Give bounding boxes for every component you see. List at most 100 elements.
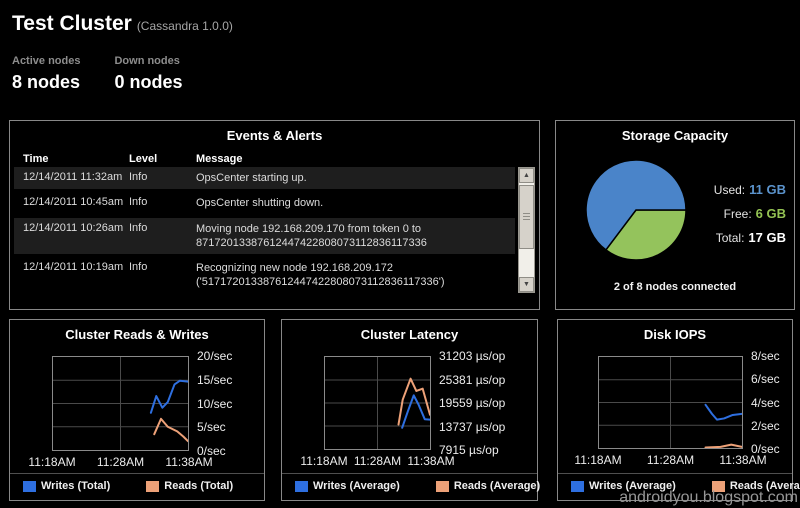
x-tick-label: 11:28AM: [96, 455, 145, 469]
x-tick-label: 11:28AM: [646, 453, 695, 467]
reads-total-series-line: [154, 419, 188, 441]
legend-swatch-icon: [146, 480, 160, 492]
legend-item: Reads (Average): [435, 480, 541, 492]
storage-info-value: 11 GB: [749, 182, 786, 197]
event-time: 12/14/2011 10:26am: [23, 221, 124, 234]
storage-pie-chart: [585, 159, 687, 261]
plot-area: [52, 356, 189, 451]
cluster-version: (Cassandra 1.0.0): [136, 19, 233, 33]
chart-legend: Writes (Average) Reads (Average): [571, 480, 800, 492]
x-tick-label: 11:38AM: [165, 455, 213, 469]
panel-title: Cluster Reads & Writes: [65, 327, 209, 342]
stat-label: Active nodes: [12, 55, 81, 67]
stat-active-nodes: Active nodes 8 nodes: [12, 55, 80, 93]
pie-slice-used: [585, 159, 687, 251]
event-message: OpsCenter starting up.: [196, 172, 307, 184]
y-tick-label: 4/sec: [751, 395, 780, 410]
x-tick-label: 11:38AM: [407, 454, 455, 468]
legend-swatch-icon: [295, 480, 308, 492]
writes-total-series-line: [151, 381, 188, 413]
legend-swatch-icon: [435, 480, 449, 492]
storage-info: Used: 11 GB Free: 6 GB Total: 17 GB: [714, 182, 786, 254]
legend-swatch-icon: [23, 480, 36, 492]
storage-capacity-panel: Storage Capacity Used: 11 GB Free: 6 GB Tota…: [555, 120, 795, 310]
stat-down-nodes: Down nodes 0 nodes: [114, 55, 182, 93]
reads-average-series-line: [399, 379, 431, 425]
storage-info-label: Free:: [723, 207, 752, 221]
x-tick-label: 11:18AM: [28, 455, 76, 469]
plot-area: [324, 356, 431, 450]
panel-title: Storage Capacity: [621, 128, 729, 143]
scroll-down-arrow-icon[interactable]: ▼: [519, 277, 534, 292]
y-tick-label: 7915 µs/op: [439, 443, 499, 457]
legend-item: Writes (Total): [23, 480, 110, 492]
event-message: Moving node 192.168.209.170 from token 0…: [196, 222, 427, 249]
scrollbar-thumb[interactable]: [519, 185, 534, 249]
event-row: 12/14/2011 10:19am Info Recognizing new no…: [14, 257, 515, 294]
column-header-message: Message: [196, 153, 243, 165]
x-tick-label: 11:28AM: [353, 454, 402, 468]
events-table-body: 12/14/2011 11:32am Info OpsCenter starting…: [14, 167, 515, 297]
x-tick-label: 11:18AM: [574, 453, 622, 467]
stat-value: 8 nodes: [12, 72, 81, 92]
legend-item: Writes (Average): [295, 480, 400, 492]
scrollbar-track[interactable]: [519, 183, 534, 277]
chart-legend: Writes (Total) Reads (Total): [23, 480, 260, 492]
stat-label: Down nodes: [114, 55, 180, 67]
pie-slice-free: [604, 209, 687, 261]
chart-legend: Writes (Average) Reads (Average): [295, 480, 540, 492]
disk-iops-panel: Disk IOPS 8/sec 6/sec 4/sec 2/sec 0/sec 11:18A…: [557, 319, 800, 501]
legend-label: Reads (Average): [453, 480, 541, 492]
legend-separator: [558, 473, 792, 474]
writes-average-series-line: [402, 395, 430, 427]
storage-footer: 2 of 8 nodes connected: [613, 281, 737, 293]
writes-average-series-line: [706, 405, 742, 420]
panel-title: Events & Alerts: [226, 128, 323, 143]
events-alerts-panel: Events & Alerts Time Level Message 12/14…: [9, 120, 540, 310]
legend-swatch-icon: [571, 480, 584, 492]
event-time: 12/14/2011 10:45am: [23, 196, 124, 209]
storage-info-row: Total: 17 GB: [714, 230, 786, 245]
y-tick-label: 6/sec: [751, 372, 780, 387]
x-axis-labels: 11:18AM 11:28AM 11:38AM: [300, 454, 454, 468]
events-scrollbar[interactable]: ▲ ▼: [518, 167, 535, 293]
events-table-header: Time Level Message: [23, 153, 513, 165]
cluster-reads-writes-panel: Cluster Reads & Writes 20/sec 15/sec 10/sec…: [9, 319, 265, 501]
event-level: Info: [129, 221, 148, 234]
legend-item: Reads (Average): [711, 480, 800, 492]
legend-separator: [10, 473, 264, 474]
legend-label: Writes (Average): [313, 480, 400, 492]
cluster-stats: Active nodes 8 nodes Down nodes 0 nodes: [12, 55, 217, 93]
y-tick-label: 31203 µs/op: [439, 349, 506, 363]
storage-info-label: Used:: [713, 183, 746, 197]
y-tick-label: 5/sec: [197, 420, 226, 435]
x-tick-label: 11:38AM: [719, 453, 767, 467]
event-row: 12/14/2011 11:32am Info OpsCenter starting…: [14, 167, 515, 190]
event-row: 12/14/2011 10:45am Info OpsCenter shutting…: [14, 192, 515, 214]
event-message: Recognizing new node 192.168.209.172 ('5…: [196, 262, 445, 289]
event-level: Info: [129, 196, 148, 209]
x-axis-labels: 11:18AM 11:28AM 11:38AM: [574, 453, 766, 467]
storage-info-value: 6 GB: [755, 206, 786, 221]
legend-label: Writes (Total): [41, 480, 111, 492]
x-axis-labels: 11:18AM 11:28AM 11:38AM: [28, 455, 212, 469]
legend-label: Reads (Average): [729, 480, 800, 492]
stat-value: 0 nodes: [114, 72, 183, 92]
legend-label: Writes (Average): [589, 480, 676, 492]
y-tick-label: 15/sec: [197, 372, 233, 387]
y-tick-label: 19559 µs/op: [439, 396, 506, 410]
legend-item: Writes (Average): [571, 480, 676, 492]
cluster-header: Test Cluster (Cassandra 1.0.0): [12, 12, 233, 36]
panel-title: Disk IOPS: [643, 327, 707, 342]
storage-info-row: Used: 11 GB: [714, 182, 786, 197]
column-header-level: Level: [129, 153, 158, 165]
cluster-latency-panel: Cluster Latency 31203 µs/op 25381 µs/op 195…: [281, 319, 540, 501]
y-tick-label: 8/sec: [751, 349, 780, 363]
event-time: 12/14/2011 10:19am: [23, 261, 124, 274]
legend-item: Reads (Total): [146, 480, 233, 492]
y-tick-label: 2/sec: [751, 418, 780, 433]
cluster-title: Test Cluster: [12, 12, 132, 35]
scroll-up-arrow-icon[interactable]: ▲: [519, 168, 534, 183]
y-tick-label: 0/sec: [197, 444, 226, 458]
y-tick-label: 0/sec: [751, 442, 780, 456]
